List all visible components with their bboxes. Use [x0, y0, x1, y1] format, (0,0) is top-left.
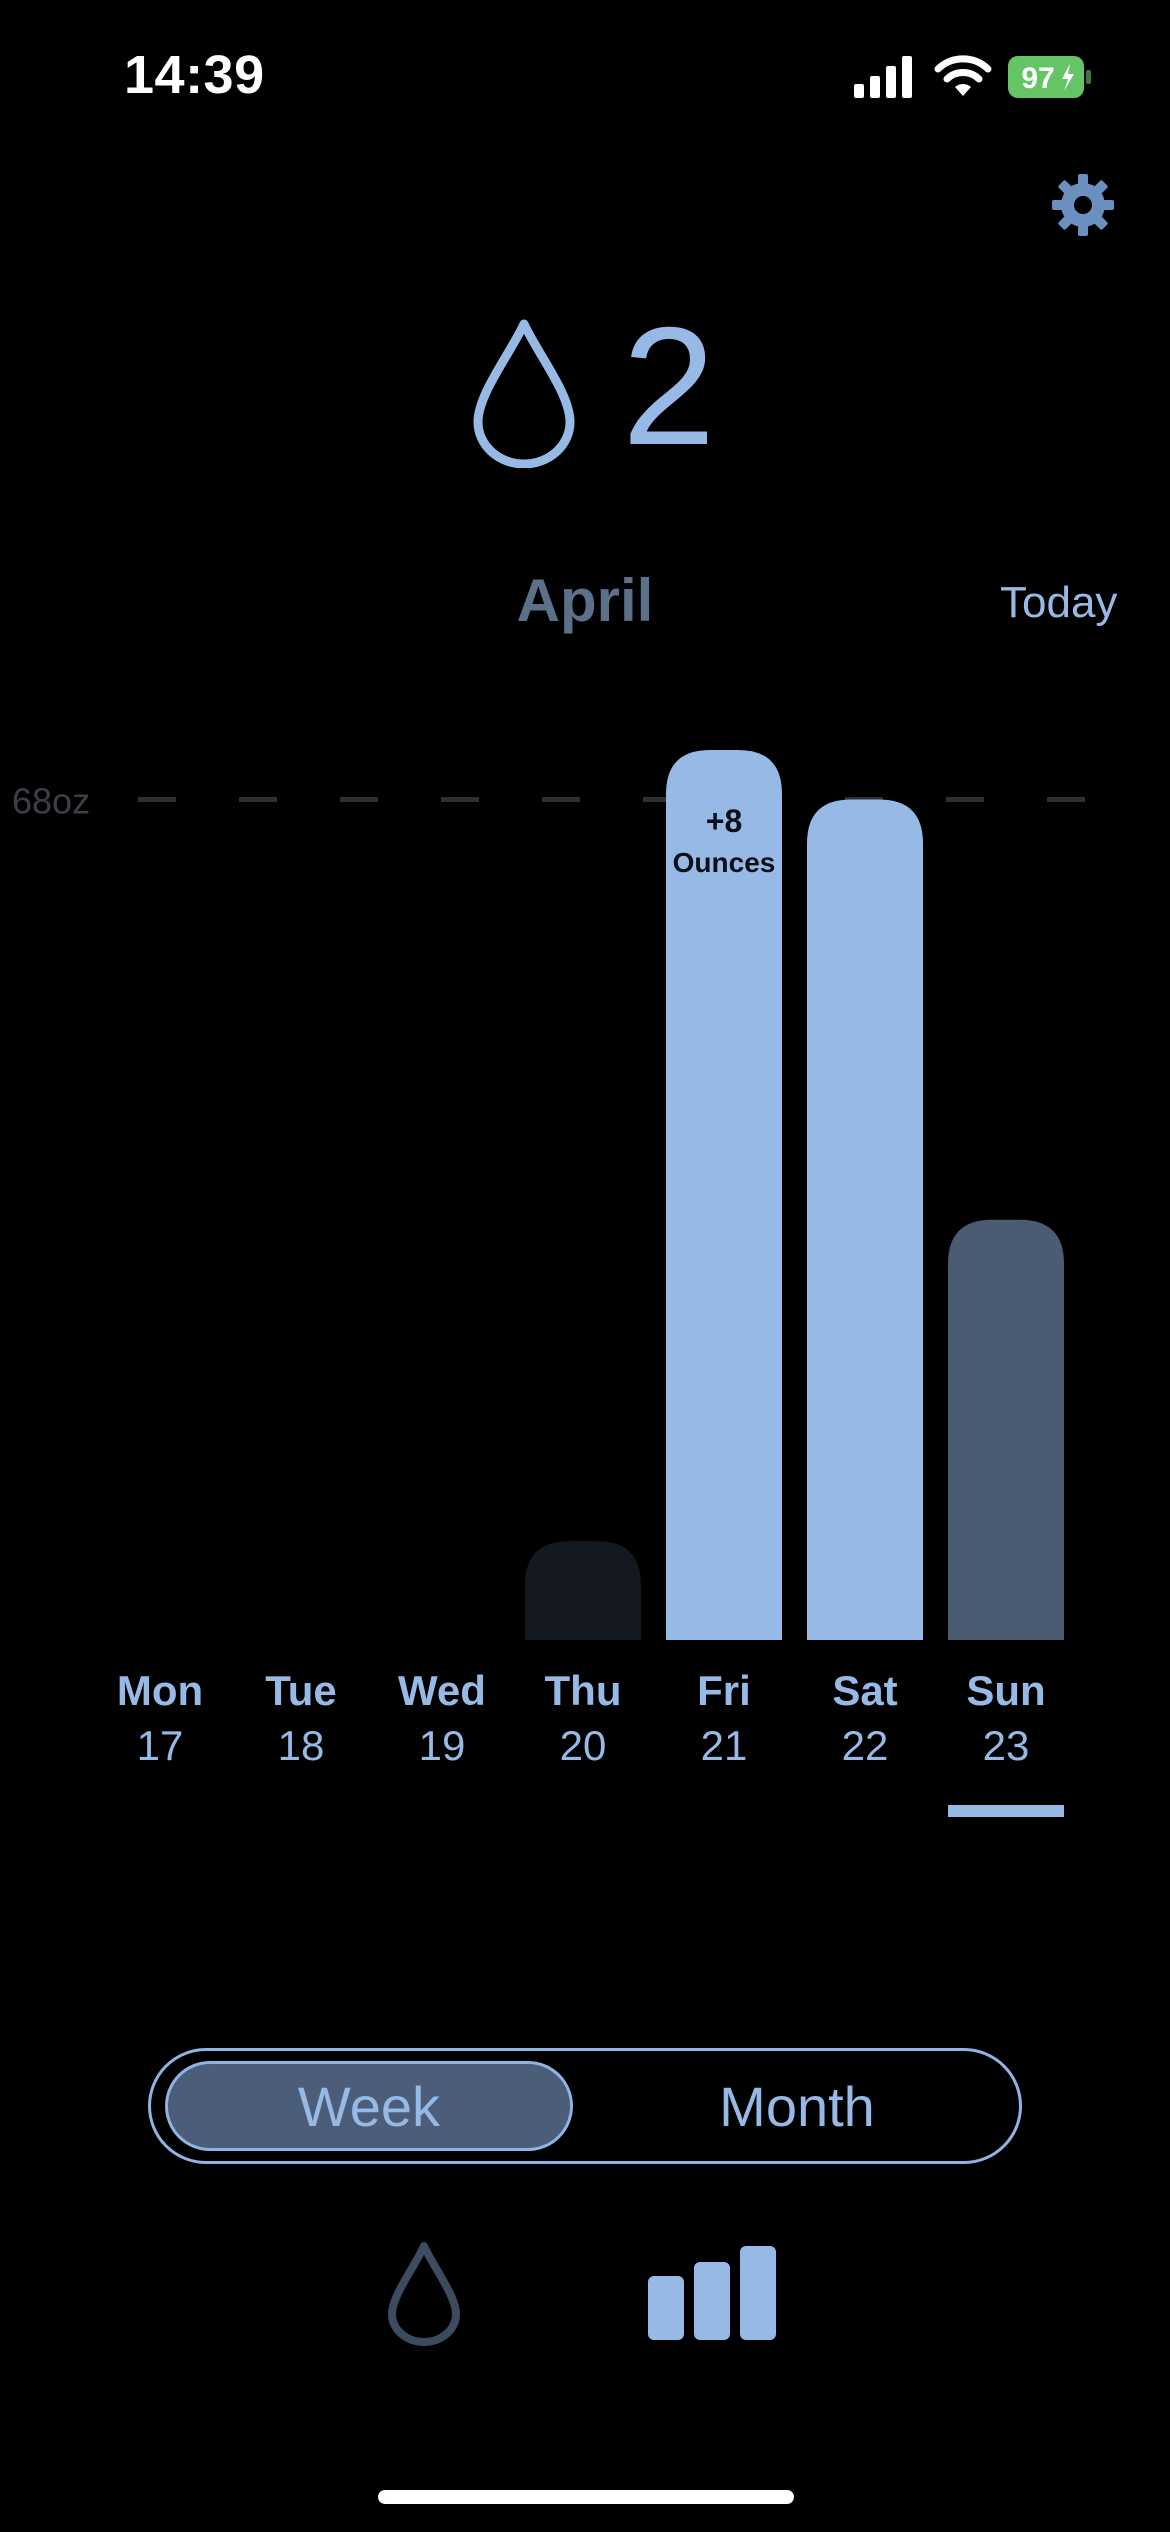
settings-gear-icon[interactable]: [1050, 172, 1116, 238]
bar-annotation-value: +8: [706, 803, 742, 839]
selected-day-indicator: [948, 1805, 1064, 1817]
intake-count: 2: [622, 292, 716, 480]
date-label-18: 18: [278, 1722, 325, 1769]
weekly-intake-chart: 68oz +8 Ounces Mon 17 Tue 18 Wed 19 Thu 20 Fri 21 Sat…: [12, 750, 1120, 1817]
bar-thu: [525, 1541, 641, 1640]
day-label-sat: Sat: [832, 1667, 897, 1714]
day-label-wed: Wed: [398, 1667, 486, 1714]
day-label-fri: Fri: [697, 1667, 751, 1714]
date-label-21: 21: [701, 1722, 748, 1769]
today-button[interactable]: Today: [1000, 578, 1118, 627]
bar-sat: [807, 799, 923, 1640]
tab-bar-chart-icon[interactable]: [646, 2246, 778, 2342]
date-label-22: 22: [842, 1722, 889, 1769]
cellular-signal-icon: [854, 56, 912, 98]
battery-icon: 97: [1008, 56, 1091, 98]
week-segment[interactable]: Week: [165, 2061, 573, 2151]
wifi-icon: [934, 55, 992, 96]
month-segment[interactable]: Month: [719, 2074, 875, 2138]
bar-fri: [666, 750, 782, 1640]
date-label-23: 23: [983, 1722, 1030, 1769]
date-label-20: 20: [560, 1722, 607, 1769]
battery-percent: 97: [1021, 62, 1054, 95]
range-segmented-control: Week Month: [148, 2048, 1022, 2164]
month-label: April: [516, 567, 654, 634]
bar-sun: [948, 1219, 1064, 1640]
date-label-19: 19: [419, 1722, 466, 1769]
day-label-sun: Sun: [966, 1667, 1045, 1714]
day-label-tue: Tue: [265, 1667, 337, 1714]
day-label-mon: Mon: [117, 1667, 203, 1714]
day-label-thu: Thu: [545, 1667, 622, 1714]
tab-drop-icon[interactable]: [386, 2240, 462, 2346]
bar-annotation-unit: Ounces: [673, 847, 776, 878]
home-indicator: [378, 2490, 794, 2504]
date-label-17: 17: [137, 1722, 184, 1769]
goal-label: 68oz: [12, 780, 90, 821]
status-time: 14:39: [124, 45, 265, 105]
water-drop-icon: [473, 319, 575, 468]
